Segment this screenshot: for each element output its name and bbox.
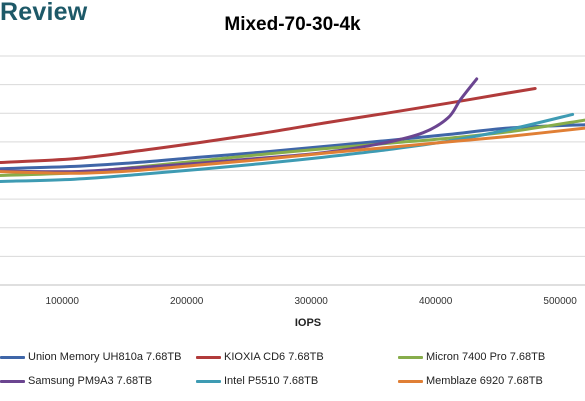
legend-label: KIOXIA CD6 7.68TB [224, 351, 324, 363]
x-tick-label: 500000 [543, 296, 577, 307]
legend-swatch [0, 355, 25, 359]
series-line-5 [0, 112, 575, 183]
x-tick-label: 400000 [419, 296, 453, 307]
chart-title: Mixed-70-30-4k [224, 14, 361, 35]
series-line-1 [0, 123, 585, 171]
legend-item: Micron 7400 Pro 7.68TB [398, 350, 545, 364]
legend-swatch [398, 379, 423, 383]
series-line-6 [0, 126, 585, 175]
legend-item: Union Memory UH810a 7.68TB [0, 350, 181, 364]
brand-logo-text: Review [0, 0, 88, 26]
legend-label: Micron 7400 Pro 7.68TB [426, 351, 546, 363]
legend-item: Memblaze 6920 7.68TB [398, 374, 543, 388]
x-axis-label: IOPS [295, 317, 321, 329]
legend-label: Samsung PM9A3 7.68TB [28, 375, 153, 387]
series-lines [0, 77, 585, 183]
legend-swatch [196, 379, 221, 383]
legend-swatch [0, 379, 25, 383]
line-chart: 100000 200000 300000 400000 500000 IOPS [0, 55, 585, 329]
legend-swatch [398, 355, 423, 359]
legend-label: Memblaze 6920 7.68TB [426, 375, 543, 387]
x-axis-ticks: 100000 200000 300000 400000 500000 [46, 296, 578, 307]
legend-item: Intel P5510 7.68TB [196, 374, 318, 388]
x-tick-label: 100000 [46, 296, 80, 307]
gridlines [0, 55, 585, 286]
x-tick-label: 300000 [294, 296, 328, 307]
x-tick-label: 200000 [170, 296, 204, 307]
series-line-2 [0, 87, 537, 164]
chart-legend: Union Memory UH810a 7.68TB KIOXIA CD6 7.6… [0, 346, 585, 401]
legend-item: Samsung PM9A3 7.68TB [0, 374, 152, 388]
legend-label: Intel P5510 7.68TB [224, 375, 319, 387]
legend-item: KIOXIA CD6 7.68TB [196, 350, 324, 364]
legend-label: Union Memory UH810a 7.68TB [28, 351, 182, 363]
legend-swatch [196, 355, 221, 359]
